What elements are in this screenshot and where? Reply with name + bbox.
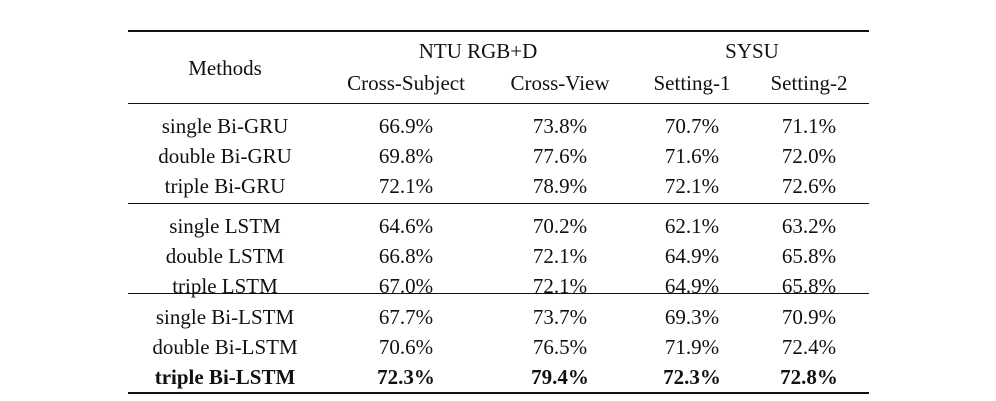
col-header-cross-view: Cross-View <box>510 71 610 95</box>
sysu-header: SYSU <box>725 39 779 63</box>
method-cell: double Bi-LSTM <box>152 335 298 359</box>
value-cell: 67.7% <box>378 305 434 329</box>
value-cell: 72.1% <box>378 174 434 198</box>
value-cell: 72.3% <box>377 365 435 389</box>
value-cell: 63.2% <box>781 214 837 238</box>
value-cell: 78.9% <box>532 174 588 198</box>
value-cell: 72.6% <box>781 174 837 198</box>
method-cell: triple Bi-LSTM <box>154 365 296 389</box>
value-cell: 73.7% <box>532 305 588 329</box>
col-header-setting-2: Setting-2 <box>770 71 848 95</box>
value-cell: 76.5% <box>532 335 588 359</box>
value-cell: 72.1% <box>532 244 588 268</box>
col-header-setting-1: Setting-1 <box>653 71 731 95</box>
value-cell: 70.6% <box>378 335 434 359</box>
value-cell: 66.8% <box>378 244 434 268</box>
method-cell: double LSTM <box>165 244 285 268</box>
value-cell: 71.1% <box>781 114 837 138</box>
value-cell: 67.0% <box>378 274 434 298</box>
method-cell: single Bi-GRU <box>161 114 289 138</box>
top-rule <box>128 30 869 32</box>
value-cell: 64.9% <box>664 274 720 298</box>
value-cell: 64.9% <box>664 244 720 268</box>
value-cell: 72.0% <box>781 144 837 168</box>
ntu-header: NTU RGB+D <box>418 39 538 63</box>
method-cell: triple LSTM <box>172 274 278 298</box>
value-cell: 72.4% <box>781 335 837 359</box>
group-rule-2 <box>128 293 869 294</box>
value-cell: 70.9% <box>781 305 837 329</box>
value-cell: 72.1% <box>532 274 588 298</box>
value-cell: 71.9% <box>664 335 720 359</box>
value-cell: 72.8% <box>780 365 838 389</box>
header-rule <box>128 103 869 104</box>
method-cell: single Bi-LSTM <box>155 305 295 329</box>
value-cell: 65.8% <box>781 244 837 268</box>
value-cell: 79.4% <box>531 365 589 389</box>
value-cell: 73.8% <box>532 114 588 138</box>
value-cell: 69.8% <box>378 144 434 168</box>
value-cell: 62.1% <box>664 214 720 238</box>
value-cell: 72.1% <box>664 174 720 198</box>
bottom-rule <box>128 392 869 394</box>
value-cell: 72.3% <box>663 365 721 389</box>
method-cell: single LSTM <box>169 214 281 238</box>
value-cell: 70.2% <box>532 214 588 238</box>
value-cell: 70.7% <box>664 114 720 138</box>
method-cell: double Bi-GRU <box>158 144 292 168</box>
value-cell: 71.6% <box>664 144 720 168</box>
col-header-cross-subject: Cross-Subject <box>347 71 465 95</box>
methods-header: Methods <box>188 56 262 80</box>
value-cell: 64.6% <box>378 214 434 238</box>
method-cell: triple Bi-GRU <box>164 174 286 198</box>
value-cell: 65.8% <box>781 274 837 298</box>
group-rule-1 <box>128 203 869 204</box>
value-cell: 69.3% <box>664 305 720 329</box>
value-cell: 77.6% <box>532 144 588 168</box>
value-cell: 66.9% <box>378 114 434 138</box>
